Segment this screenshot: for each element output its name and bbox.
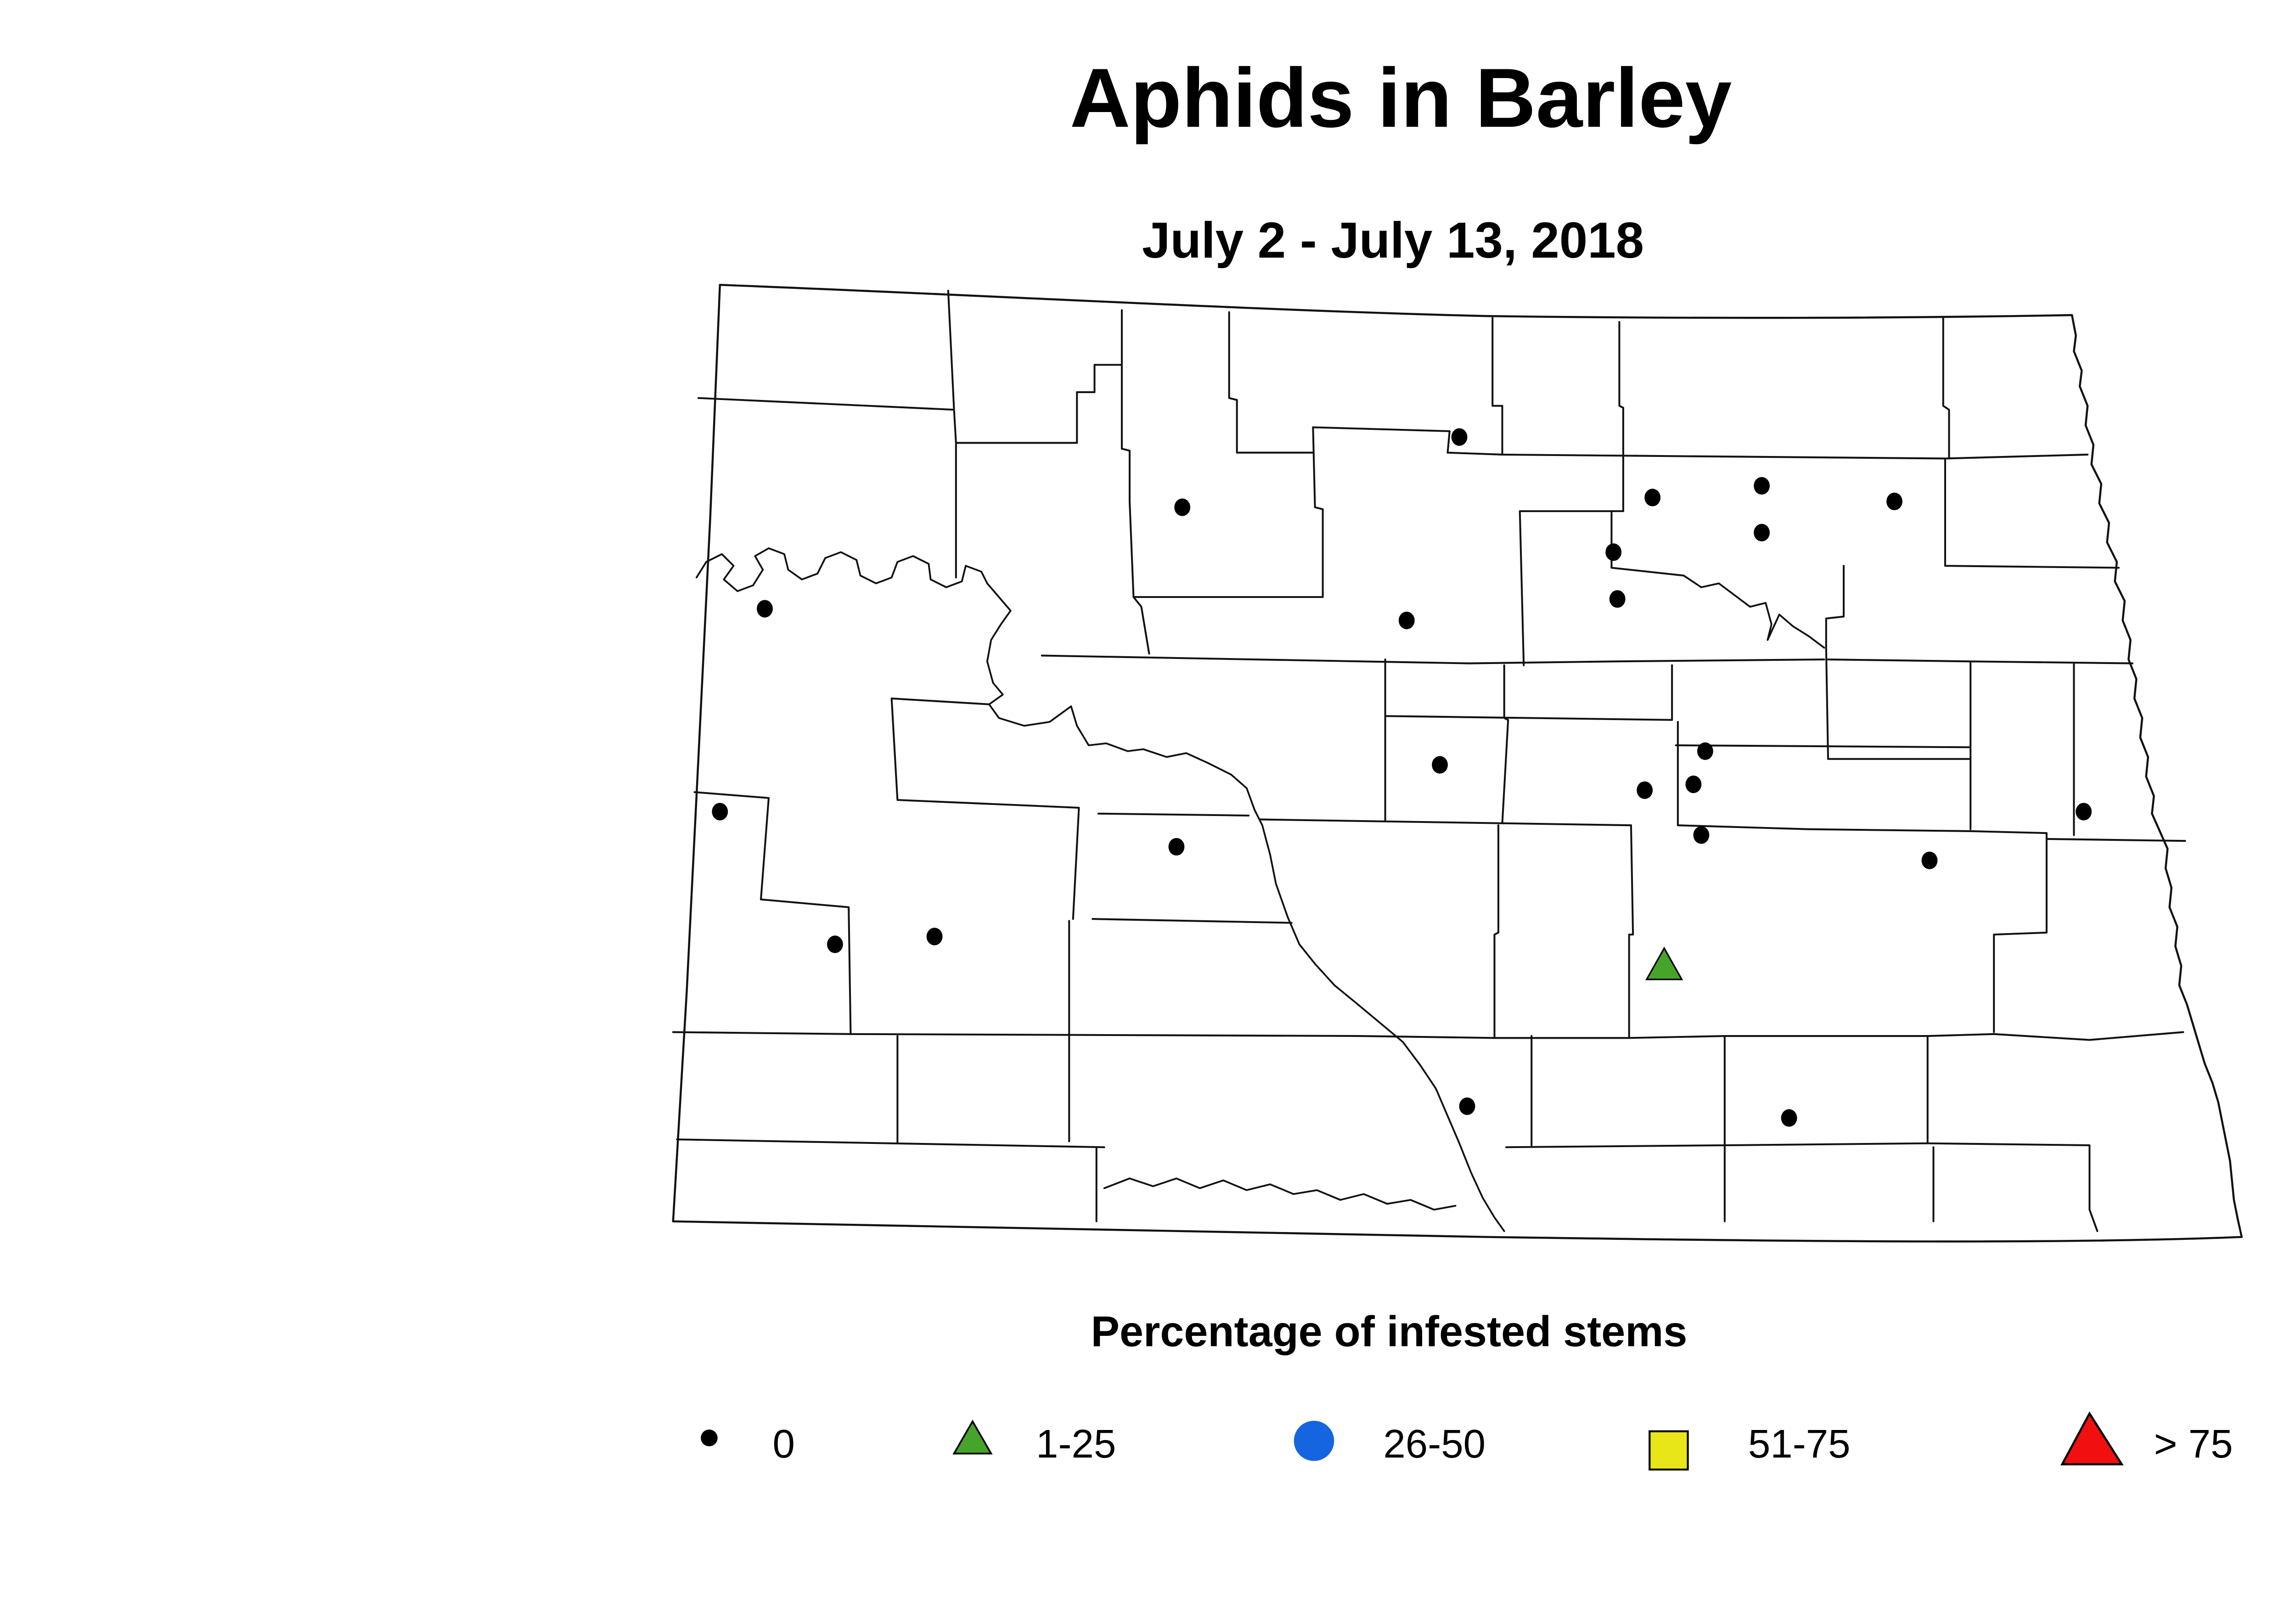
map-point-dot (1886, 492, 1902, 511)
map-point-dot (1921, 851, 1938, 869)
devils-lake (1683, 574, 1825, 649)
map-point-dot (1459, 1097, 1475, 1115)
legend-symbol-triangle (952, 1419, 993, 1455)
map-point-dot (926, 928, 943, 946)
map-point-dot (712, 803, 728, 821)
legend-triangle-large-icon (2060, 1411, 2124, 1465)
map-point-dot (1754, 477, 1770, 495)
page-title: Aphids in Barley (1069, 52, 1732, 146)
map-point-dot (1637, 781, 1653, 799)
legend-symbol-square (1649, 1430, 1689, 1471)
map-point-triangle (1645, 946, 1683, 980)
county-lines-middle-row (1041, 647, 2133, 836)
cannonball-river (1103, 1177, 1457, 1211)
map-point-dot (1693, 826, 1710, 844)
county-boundaries (672, 290, 2186, 1232)
legend-triangle-icon (952, 1419, 993, 1455)
map-point-dot (2076, 803, 2092, 821)
map-point-dot (757, 600, 773, 618)
map-point-dot (1609, 590, 1626, 608)
map-point-dot (1781, 1109, 1797, 1127)
legend-label-26-50: 26-50 (1383, 1422, 1486, 1468)
legend-symbol-triangle-large (2060, 1411, 2124, 1465)
legend-symbol-circle (1294, 1420, 1334, 1461)
map-point-dot (1697, 742, 1713, 760)
legend-label-gt75: > 75 (2154, 1422, 2233, 1468)
map-point-dot (827, 935, 843, 953)
map-point-dot (1398, 611, 1415, 630)
legend-symbols (701, 1411, 2124, 1471)
county-lines-southwest (672, 698, 1361, 1222)
legend-label-51-75: 51-75 (1748, 1422, 1851, 1468)
county-lines-northwest (698, 290, 1324, 655)
map-point-dot (1168, 838, 1185, 856)
legend-symbol-dot (701, 1430, 718, 1447)
map-point-dot (1644, 489, 1661, 507)
county-lines-northcentral (1312, 317, 2120, 666)
legend-circle-icon (1294, 1420, 1334, 1461)
survey-points (712, 428, 2092, 1127)
map-point-dot (1451, 428, 1468, 446)
legend-label-0: 0 (772, 1422, 795, 1468)
legend-label-1-25: 1-25 (1036, 1422, 1116, 1468)
rivers (695, 547, 1825, 1232)
map-point-dot (1174, 498, 1191, 516)
county-lines-south-rows (1359, 1031, 2184, 1232)
legend-dot-icon (701, 1430, 718, 1447)
county-lines-central (1259, 659, 2186, 1039)
page-subtitle: July 2 - July 13, 2018 (1142, 210, 1644, 270)
state-outline (672, 284, 2243, 1243)
map-point-dot (1432, 756, 1448, 774)
map-point-dot (1685, 775, 1702, 794)
legend-title: Percentage of infested stems (1091, 1307, 1688, 1356)
legend-square-icon (1649, 1430, 1689, 1471)
map-point-dot (1754, 524, 1770, 542)
map-point-dot (1605, 543, 1622, 561)
missouri-river (695, 547, 1505, 1232)
